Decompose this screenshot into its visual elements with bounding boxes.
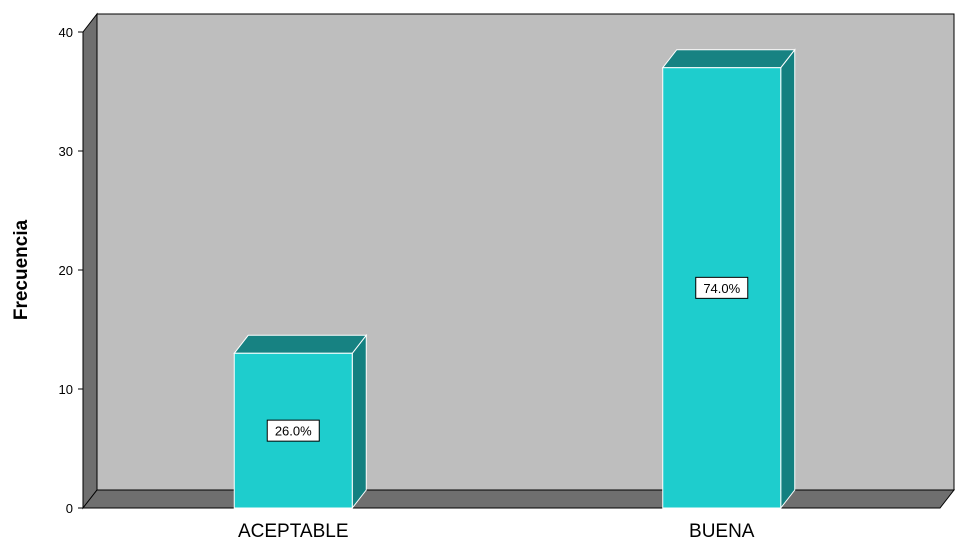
- bar-side: [351, 333, 367, 510]
- y-tick-label: 30: [59, 144, 73, 159]
- data-label-box: [695, 276, 749, 299]
- x-axis: ACEPTABLE BUENA: [238, 521, 755, 542]
- y-tick-label: 40: [59, 25, 73, 40]
- bar: 26.0%: [233, 333, 368, 510]
- bar-top: [233, 334, 368, 354]
- x-tick-label: BUENA: [689, 521, 755, 542]
- plot-floor: [81, 489, 955, 509]
- y-axis-title: Frecuencia: [11, 219, 32, 320]
- bar-top: [661, 49, 796, 69]
- data-label: 26.0%: [275, 424, 312, 439]
- data-label: 74.0%: [703, 281, 740, 296]
- plot-frame: [81, 12, 955, 510]
- bars: 26.0% 74.0%: [233, 48, 796, 510]
- y-tick-label: 0: [66, 501, 73, 516]
- bar: 74.0%: [661, 48, 796, 510]
- x-tick-label: ACEPTABLE: [238, 521, 349, 542]
- y-axis: 0 10 20 30 40: [59, 25, 84, 516]
- plot-left-wall: [82, 12, 98, 510]
- plot-back-wall: [96, 13, 955, 491]
- y-tick-label: 20: [59, 263, 73, 278]
- bar-side: [780, 48, 796, 510]
- y-tick-label: 10: [59, 382, 73, 397]
- data-label-box: [266, 419, 320, 442]
